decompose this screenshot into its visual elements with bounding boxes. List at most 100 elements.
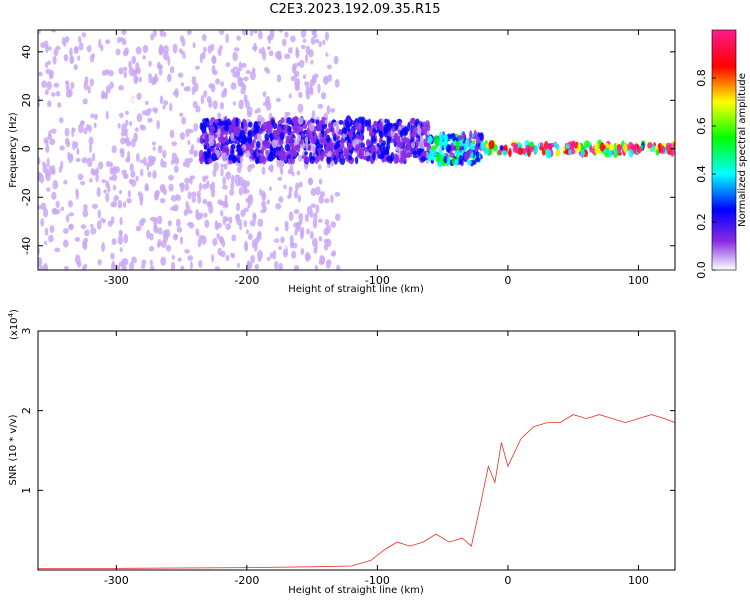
heatmap-cell [385,124,390,129]
heatmap-cell [67,200,73,208]
heatmap-cell [223,201,229,209]
heatmap-cell [398,125,402,131]
heatmap-cell [219,237,225,243]
heatmap-cell [210,188,216,198]
snr-x-label: Height of straight line (km) [288,585,424,596]
heatmap-cell [455,141,461,151]
heatmap-cell [43,263,48,270]
heatmap-cell [254,263,259,270]
heatmap-cell [253,243,258,252]
heatmap-cell [50,30,57,33]
heatmap-cell [146,161,150,171]
heatmap-cell [211,254,215,263]
heatmap-cell [230,182,235,191]
heatmap-cell [54,247,61,253]
heatmap-cell [147,171,152,178]
heatmap-cell [96,186,101,197]
heatmap-cell [220,167,224,177]
heatmap-cell [65,214,70,223]
heatmap-cell [320,151,325,160]
heatmap-cell [63,179,68,185]
heatmap-cell [112,184,117,191]
heatmap-cell [211,64,216,75]
heatmap-cell [276,158,281,168]
heatmap-cell [212,238,218,247]
heatmap-cell [49,72,53,80]
spectrogram-y-tick-label: 40 [20,45,33,59]
heatmap-cell [48,165,53,176]
heatmap-cell [183,209,188,216]
heatmap-cell [189,175,193,185]
heatmap-cell [180,265,185,270]
heatmap-cell [142,44,149,54]
heatmap-cell [124,137,128,144]
heatmap-cell [300,132,305,138]
heatmap-cell [123,233,129,244]
heatmap-cell [333,55,339,65]
heatmap-cell [319,138,326,146]
heatmap-cell [335,135,341,140]
heatmap-cell [225,33,229,44]
heatmap-cell [421,126,427,136]
heatmap-cell [134,127,139,132]
heatmap-cell [142,55,146,60]
heatmap-cell [161,239,167,249]
heatmap-cell [80,180,86,186]
heatmap-cell [83,80,88,91]
heatmap-cell [51,191,57,200]
heatmap-cell [121,30,127,35]
heatmap-cell [339,128,343,136]
heatmap-cell [209,124,215,130]
heatmap-cell [297,116,304,125]
heatmap-cell [225,171,232,180]
heatmap-cell [278,150,285,161]
heatmap-cell [310,203,317,208]
heatmap-cell [325,75,329,83]
spectrogram-y-tick-label: 20 [20,93,33,107]
heatmap-cell [68,212,75,217]
heatmap-cell [152,107,159,112]
heatmap-cell [438,147,443,155]
heatmap-cell [252,30,259,34]
heatmap-cell [93,113,98,120]
heatmap-cell [177,257,182,262]
heatmap-cell [331,250,337,257]
heatmap-cell [304,53,308,64]
heatmap-cell [266,46,271,51]
heatmap-cell [101,179,106,184]
heatmap-cell [88,136,94,146]
heatmap-cell [212,100,218,110]
heatmap-cell [306,228,310,235]
heatmap-cell [238,186,243,196]
heatmap-cell [131,256,138,264]
heatmap-cell [499,145,504,151]
heatmap-cell [118,230,123,236]
heatmap-cell [247,196,254,206]
heatmap-cell [232,51,238,62]
heatmap-cell [41,80,48,89]
heatmap-cell [225,254,230,262]
heatmap-cell [297,103,304,113]
heatmap-cell [38,257,43,267]
heatmap-cell [42,208,49,218]
heatmap-cell [231,234,237,242]
heatmap-cell [167,220,172,227]
heatmap-cell [228,154,233,161]
heatmap-cell [221,90,225,99]
heatmap-cell [43,137,49,144]
heatmap-cell [240,81,245,88]
heatmap-cell [38,157,41,165]
heatmap-cell [274,260,279,270]
heatmap-cell [265,149,270,156]
heatmap-cell [61,37,66,45]
heatmap-cell [368,127,373,137]
heatmap-cell [243,76,249,82]
heatmap-cell [211,55,217,64]
heatmap-cell [43,240,48,245]
heatmap-cell [152,146,156,151]
heatmap-cell [72,140,77,151]
heatmap-cell [296,62,301,67]
heatmap-cell [105,110,109,120]
heatmap-cell [288,133,294,143]
heatmap-cell [430,155,436,161]
